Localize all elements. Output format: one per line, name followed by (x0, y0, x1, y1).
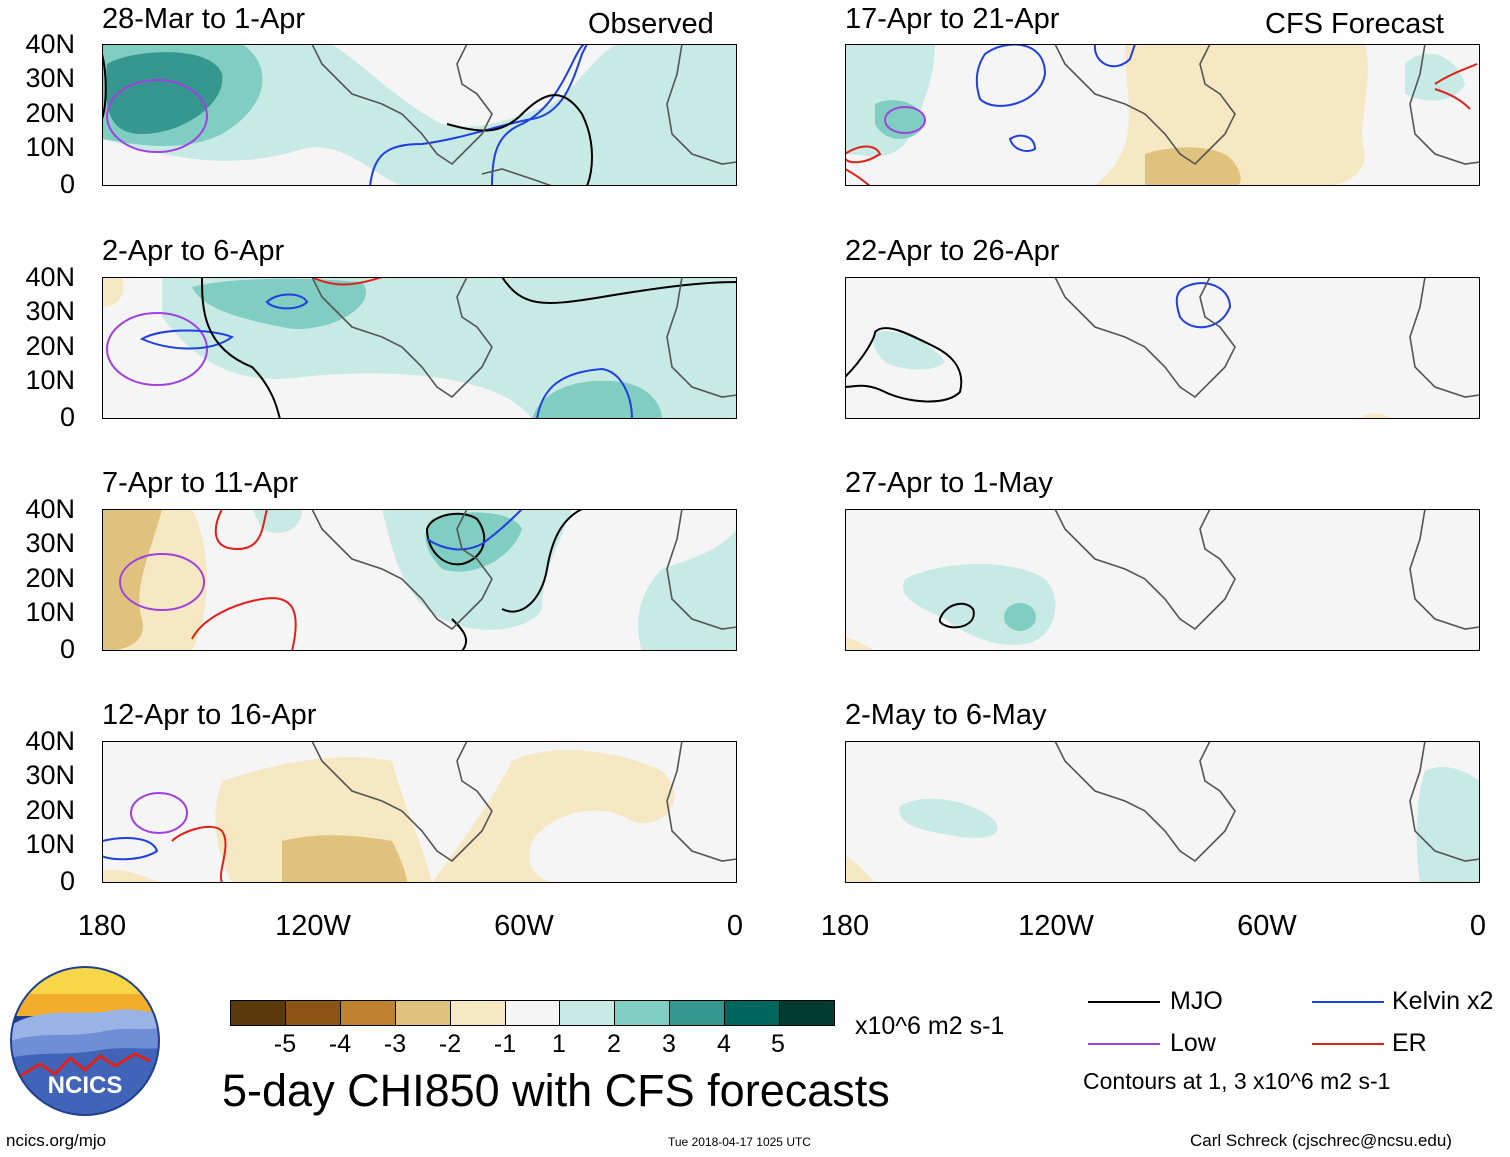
map-panel-right-2 (845, 277, 1480, 419)
panel-title-left-1: 28-Mar to 1-Apr (102, 3, 306, 35)
legend-note: Contours at 1, 3 x10^6 m2 s-1 (1083, 1068, 1391, 1094)
legend-line-low (1088, 1043, 1160, 1045)
colorbar-swatch (450, 1001, 506, 1025)
colorbar-swatch (505, 1001, 561, 1025)
colorbar-swatch (780, 1001, 834, 1025)
colorbar-swatch (231, 1001, 286, 1025)
panel-title-right-1: 17-Apr to 21-Apr (845, 3, 1060, 35)
legend-label-er: ER (1392, 1029, 1427, 1057)
panel-title-left-3: 7-Apr to 11-Apr (102, 467, 299, 499)
panel-title-right-4: 2-May to 6-May (845, 699, 1047, 731)
footer-credit: Carl Schreck (cjschrec@ncsu.edu) (1190, 1131, 1452, 1150)
panel-title-right-3: 27-Apr to 1-May (845, 467, 1053, 499)
colorbar-swatch (285, 1001, 341, 1025)
panel-title-left-4: 12-Apr to 16-Apr (102, 699, 317, 731)
colorbar-swatch (615, 1001, 671, 1025)
cfs-forecast-label: CFS Forecast (1265, 8, 1444, 40)
map-panel-left-3 (102, 509, 737, 651)
legend-line-mjo (1088, 1001, 1160, 1003)
legend-line-kelvin (1312, 1001, 1384, 1003)
legend-label-low: Low (1170, 1029, 1216, 1057)
colorbar-swatch (560, 1001, 616, 1025)
map-panel-left-2 (102, 277, 737, 419)
colorbar-swatch (725, 1001, 781, 1025)
figure-title: 5-day CHI850 with CFS forecasts (222, 1065, 890, 1116)
colorbar-units: x10^6 m2 s-1 (855, 1012, 1005, 1040)
footer-url[interactable]: ncics.org/mjo (6, 1131, 107, 1150)
ncics-logo-text: NCICS (48, 1072, 123, 1099)
map-panel-right-3 (845, 509, 1480, 651)
colorbar-swatch (395, 1001, 451, 1025)
legend-label-kelvin: Kelvin x2 (1392, 987, 1494, 1015)
panel-title-right-2: 22-Apr to 26-Apr (845, 235, 1060, 267)
map-panel-right-1 (845, 44, 1480, 186)
map-panel-right-4 (845, 741, 1480, 883)
colorbar-swatch (340, 1001, 396, 1025)
observed-label: Observed (588, 8, 714, 40)
map-panel-left-1 (102, 44, 737, 186)
colorbar (230, 1000, 835, 1026)
panel-title-left-2: 2-Apr to 6-Apr (102, 235, 285, 267)
colorbar-swatch (670, 1001, 726, 1025)
ncics-logo: NCICS (10, 966, 160, 1116)
legend-label-mjo: MJO (1170, 987, 1223, 1015)
footer-timestamp: Tue 2018-04-17 1025 UTC (668, 1135, 811, 1149)
map-panel-left-4 (102, 741, 737, 883)
legend-line-er (1312, 1043, 1384, 1045)
